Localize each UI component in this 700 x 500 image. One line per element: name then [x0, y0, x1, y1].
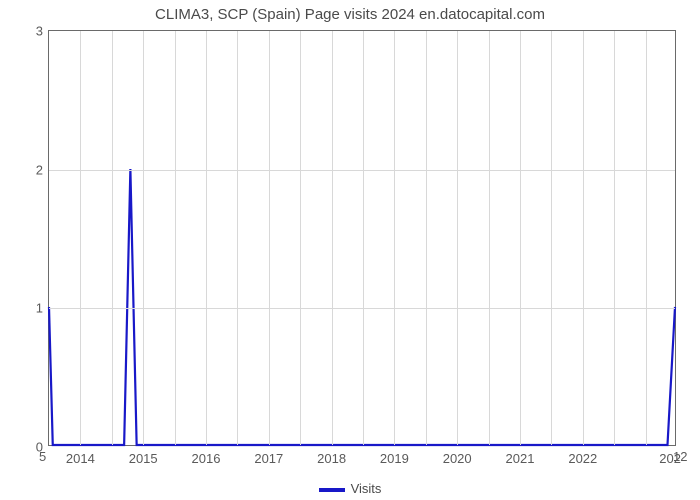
- gridline-v: [80, 31, 81, 445]
- xtick-label: 2014: [66, 451, 95, 466]
- gridline-v-minor: [646, 31, 647, 445]
- xtick-label: 2019: [380, 451, 409, 466]
- ytick-label: 3: [36, 24, 43, 39]
- gridline-v: [394, 31, 395, 445]
- legend-label: Visits: [351, 481, 382, 496]
- gridline-v: [269, 31, 270, 445]
- legend: Visits: [0, 481, 700, 496]
- gridline-v-minor: [112, 31, 113, 445]
- plot-area: 0123201420152016201720182019202020212022…: [48, 30, 676, 446]
- xtick-label: 2015: [129, 451, 158, 466]
- legend-swatch: [319, 488, 345, 492]
- gridline-v: [583, 31, 584, 445]
- ytick-label: 1: [36, 301, 43, 316]
- gridline-v: [457, 31, 458, 445]
- corner-label-br: 12: [673, 449, 687, 464]
- xtick-label: 2018: [317, 451, 346, 466]
- xtick-label: 2022: [568, 451, 597, 466]
- gridline-v-minor: [300, 31, 301, 445]
- xtick-label: 2020: [443, 451, 472, 466]
- gridline-v-minor: [175, 31, 176, 445]
- gridline-v: [206, 31, 207, 445]
- gridline-v: [332, 31, 333, 445]
- gridline-v: [520, 31, 521, 445]
- gridline-v-minor: [426, 31, 427, 445]
- gridline-v-minor: [237, 31, 238, 445]
- corner-label-bl: 5: [39, 449, 46, 464]
- xtick-label: 2017: [254, 451, 283, 466]
- gridline-v-minor: [489, 31, 490, 445]
- chart-container: CLIMA3, SCP (Spain) Page visits 2024 en.…: [0, 0, 700, 500]
- gridline-v-minor: [551, 31, 552, 445]
- xtick-label: 2016: [192, 451, 221, 466]
- gridline-v: [143, 31, 144, 445]
- chart-title: CLIMA3, SCP (Spain) Page visits 2024 en.…: [0, 6, 700, 23]
- gridline-v-minor: [614, 31, 615, 445]
- xtick-label: 2021: [506, 451, 535, 466]
- ytick-label: 2: [36, 162, 43, 177]
- gridline-v-minor: [363, 31, 364, 445]
